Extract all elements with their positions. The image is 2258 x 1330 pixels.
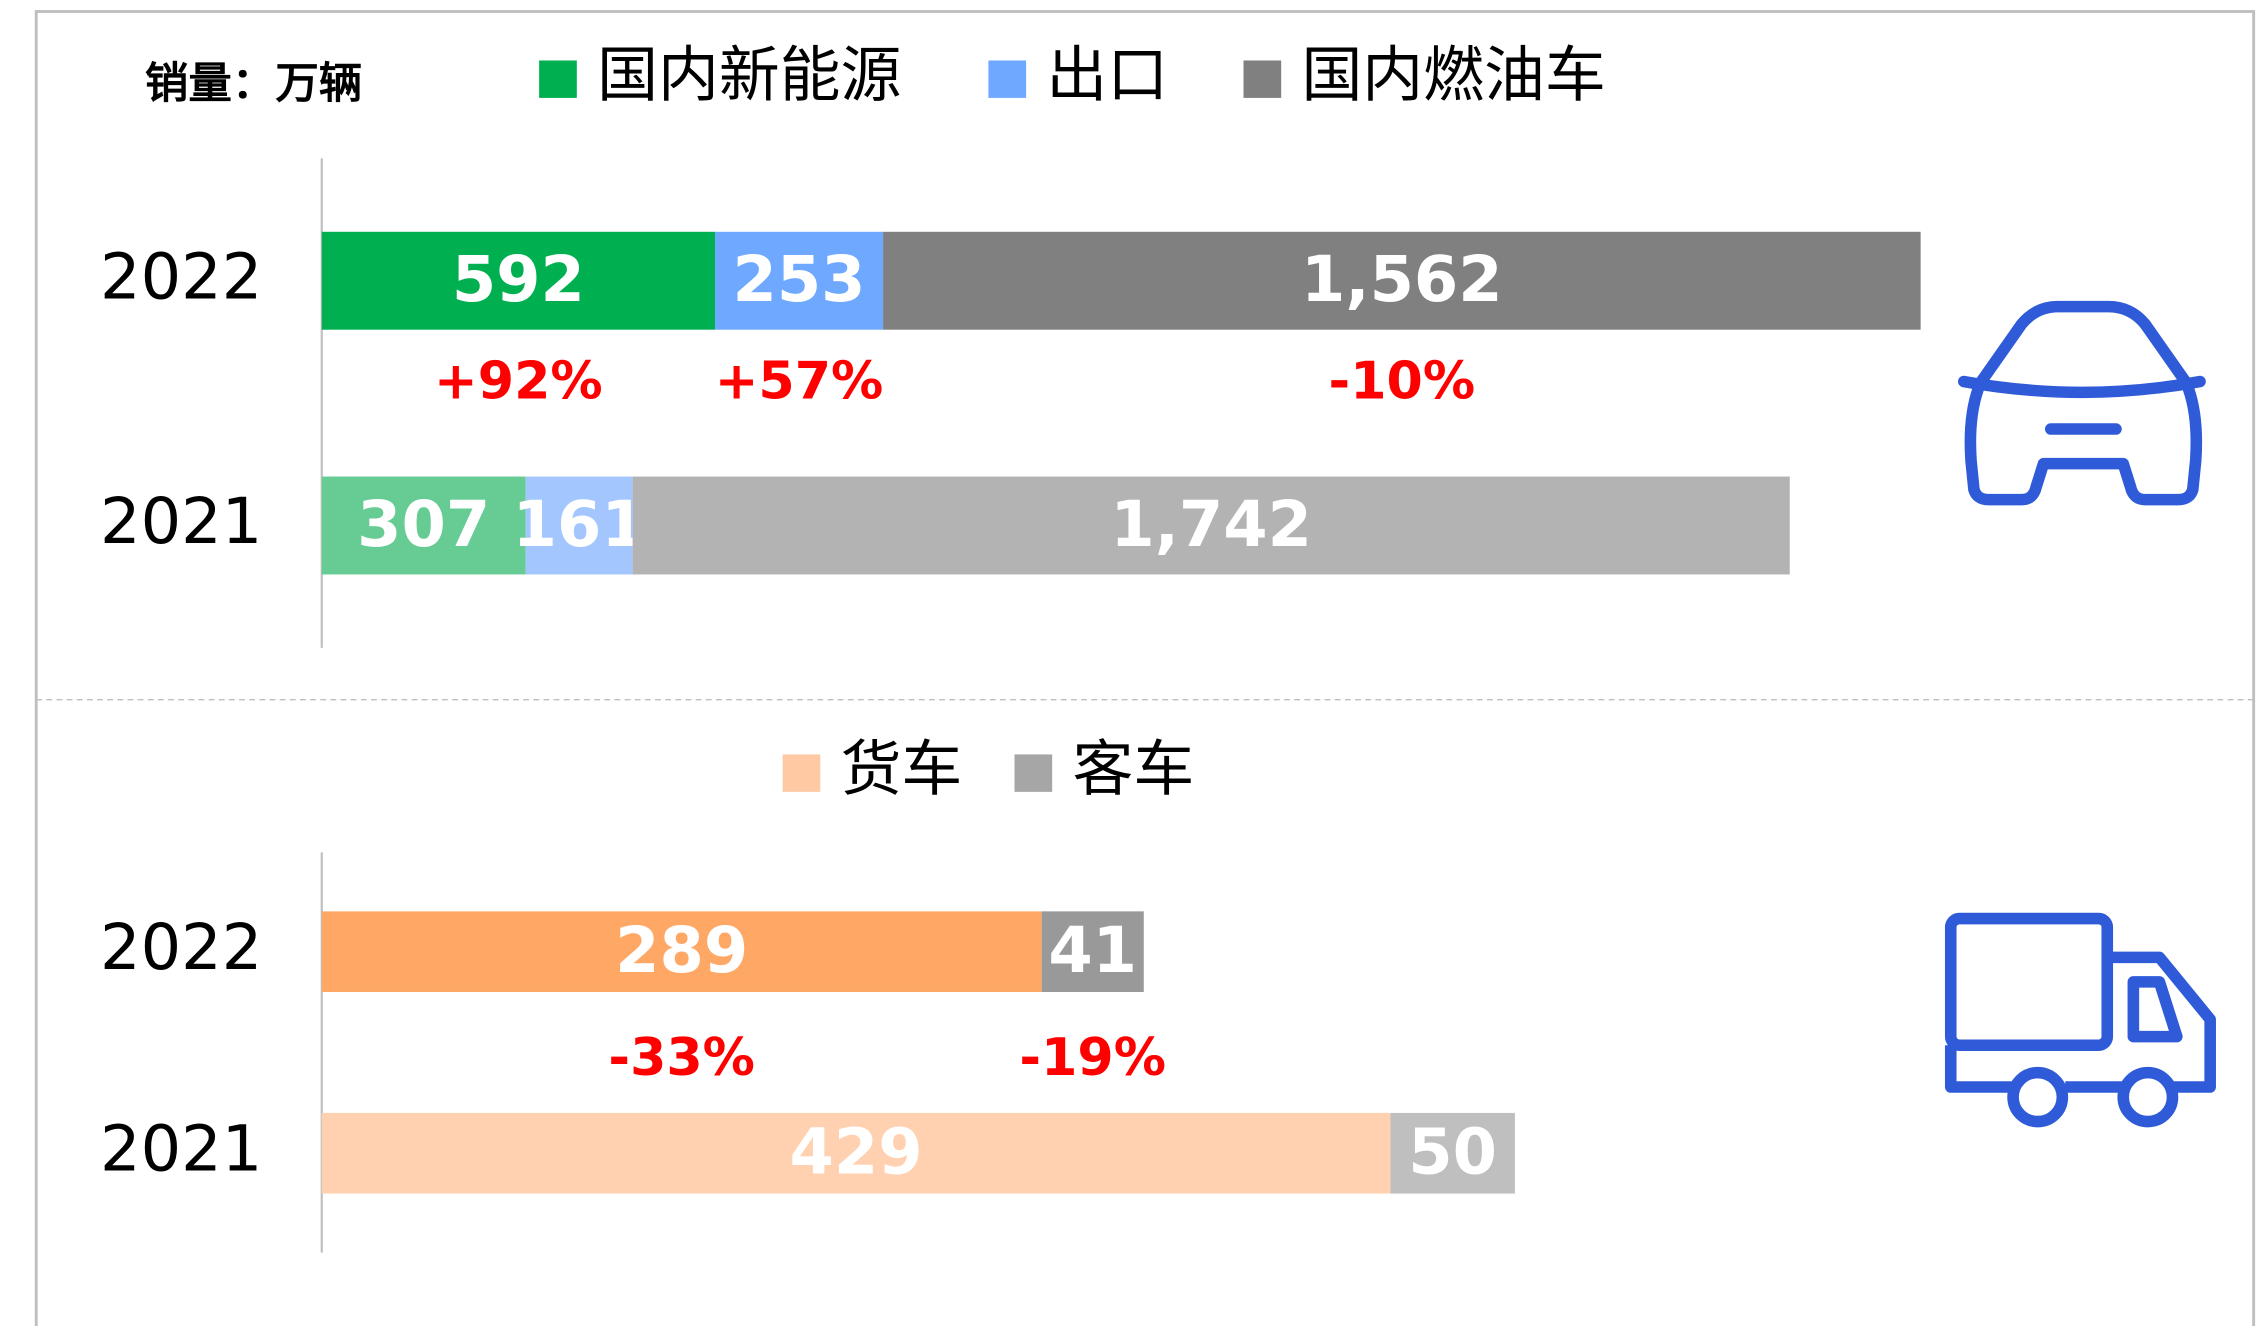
bar-segment [321,476,526,575]
unit-label: 销量：万辆 [145,59,362,109]
y-tick-label: 2022 [100,910,262,984]
bar-segment [1390,1112,1515,1194]
truck-icon [1944,912,2216,1128]
value-label: 253 [732,242,865,316]
value-label: 429 [790,1115,923,1189]
growth-annotation: -19% [1019,1028,1166,1088]
value-label: 289 [615,913,748,987]
growth-annotation: +92% [434,352,603,412]
legend-label: 国内燃油车 [1301,41,1605,111]
y-tick-label: 2022 [100,239,262,313]
value-label: 1,562 [1301,242,1503,316]
bar-segment [321,1112,1391,1194]
legend-label: 国内新能源 [597,41,901,111]
value-label: 50 [1408,1115,1497,1189]
value-label: 307 [357,487,490,561]
growth-annotation: -10% [1329,352,1476,412]
bar-segment [883,231,1921,330]
bar-segment [525,476,633,575]
bar-segment [632,476,1790,575]
legend-label: 货车 [841,735,963,805]
bar-segment [1041,911,1144,992]
value-label: 41 [1048,913,1137,987]
bar-segment [321,911,1042,992]
legend-swatch [782,754,821,792]
value-label: 1,742 [1110,487,1312,561]
growth-annotation: +57% [715,352,884,412]
legend-swatch [539,60,577,98]
value-label: 592 [452,242,585,316]
legend-swatch [1014,754,1053,792]
y-tick-label: 2021 [100,1112,262,1186]
frame [34,10,2256,1330]
value-label: 161 [513,487,646,561]
y-tick-label: 2021 [100,484,262,558]
legend-label: 出口 [1046,41,1168,111]
car-icon [1957,300,2206,506]
legend-label: 客车 [1072,735,1194,805]
legend-swatch [1243,60,1282,98]
legend-swatch [988,60,1027,98]
bar-segment [321,231,715,330]
bar-segment [714,231,884,330]
growth-annotation: -33% [608,1028,755,1088]
